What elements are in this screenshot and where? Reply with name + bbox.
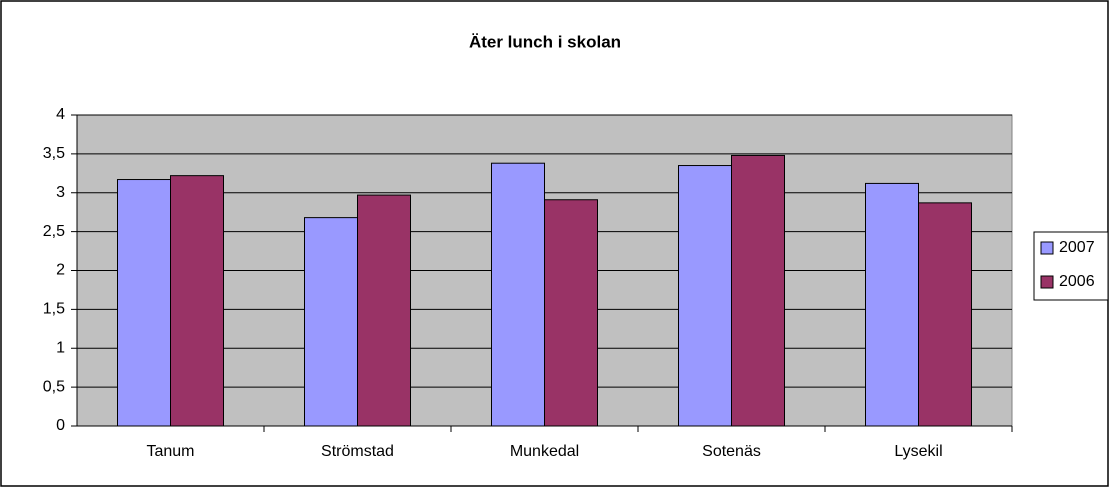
bar [918,202,972,427]
y-tick-label: 3 [56,184,65,201]
bar [731,154,785,427]
bar [544,199,598,427]
y-tick-label: 2,5 [43,223,65,240]
bar [117,179,171,427]
bar [678,165,732,427]
y-tick-label: 0,5 [43,378,65,395]
bar [357,194,411,427]
y-tick-label: 4 [56,106,65,123]
legend-swatch [1040,275,1054,289]
y-tick-label: 1,5 [43,301,65,318]
bar [491,162,545,427]
chart-title: Äter lunch i skolan [469,32,621,51]
x-tick-label: Lysekil [894,443,942,460]
bar [865,182,919,427]
x-tick-label: Strömstad [321,443,394,460]
y-tick-label: 0 [56,417,65,434]
x-tick-label: Munkedal [510,443,579,460]
bar [304,217,358,427]
y-tick-label: 2 [56,262,65,279]
bar [170,175,224,427]
y-tick-label: 1 [56,339,65,356]
y-tick-label: 3,5 [43,145,65,162]
legend-label: 2007 [1059,239,1095,256]
x-tick-label: Tanum [146,443,194,460]
legend-label: 2006 [1059,273,1095,290]
x-tick-label: Sotenäs [702,443,761,460]
legend-swatch [1040,241,1054,255]
